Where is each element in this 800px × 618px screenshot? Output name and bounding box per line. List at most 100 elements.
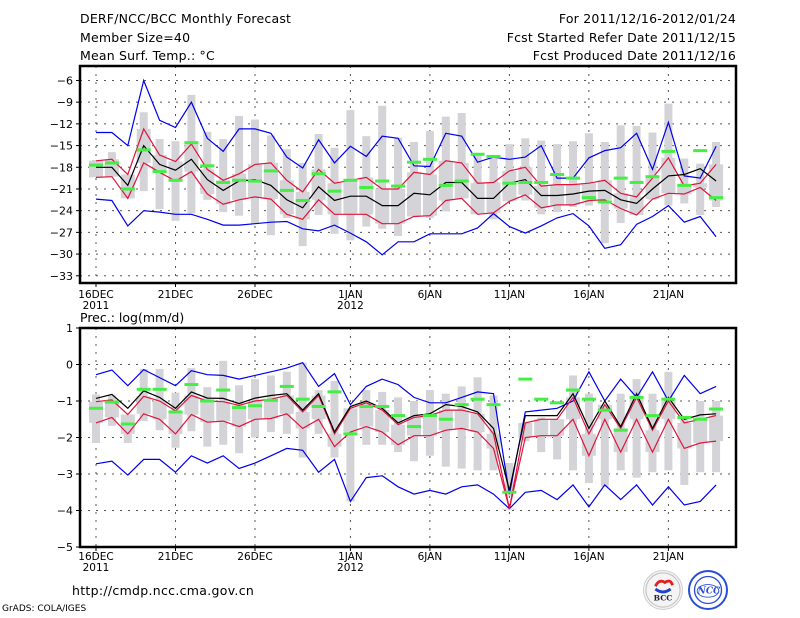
forecast-started-date: Fcst Started Refer Date 2011/12/15 xyxy=(506,30,736,45)
median-marker xyxy=(597,200,612,204)
ensemble-box xyxy=(136,396,151,414)
y-tick-label: −2 xyxy=(57,432,73,445)
median-marker xyxy=(613,428,628,432)
ensemble-box xyxy=(438,160,453,201)
ensemble-range-bar xyxy=(569,375,577,471)
ensemble-range-bar xyxy=(632,126,641,202)
x-tick-label: 21DEC xyxy=(158,289,193,301)
median-marker xyxy=(120,187,135,191)
ensemble-box xyxy=(502,170,517,202)
median-marker xyxy=(248,404,262,408)
y-tick-label: −15 xyxy=(50,140,73,153)
ensemble-range-bar xyxy=(584,133,593,206)
y-tick-label: −9 xyxy=(57,96,73,109)
median-marker xyxy=(311,172,326,176)
median-marker xyxy=(486,403,501,407)
median-marker xyxy=(359,404,374,408)
min-line xyxy=(95,198,717,256)
ncc-logo: NCC xyxy=(688,570,728,610)
median-marker xyxy=(232,406,247,410)
median-marker xyxy=(295,199,310,203)
median-marker xyxy=(216,388,231,392)
y-tick-label: −24 xyxy=(50,205,73,218)
x-tick-year-label: 2011 xyxy=(83,300,110,312)
ensemble-box xyxy=(343,408,358,433)
ensemble-range-bar xyxy=(346,110,355,241)
median-marker xyxy=(597,408,612,412)
ensemble-range-bar xyxy=(155,368,164,431)
median-marker xyxy=(629,180,644,184)
ensemble-box xyxy=(709,164,724,201)
y-tick-label: −5 xyxy=(57,541,73,554)
ensemble-box xyxy=(279,395,294,414)
median-marker xyxy=(550,401,565,405)
ensemble-range-bar xyxy=(616,125,625,223)
median-marker xyxy=(136,148,151,152)
median-marker xyxy=(438,183,453,187)
ensemble-box xyxy=(232,173,247,200)
ensemble-box xyxy=(709,415,724,442)
median-marker xyxy=(184,383,199,387)
ensemble-box xyxy=(279,180,294,215)
ensemble-box xyxy=(263,399,278,419)
ncc-logo-text: NCC xyxy=(697,587,721,597)
median-marker xyxy=(407,425,421,429)
median-marker xyxy=(104,161,119,165)
median-marker xyxy=(375,179,390,183)
median-marker xyxy=(486,154,501,158)
ensemble-box xyxy=(693,183,708,188)
ensemble-range-bar xyxy=(553,421,562,460)
median-marker xyxy=(136,387,151,391)
x-tick-label: 16JAN xyxy=(573,289,604,301)
source-url[interactable]: http://cmdp.ncc.cma.gov.cn xyxy=(72,583,255,598)
median-marker xyxy=(327,390,342,394)
median-marker xyxy=(502,490,517,494)
ensemble-range-bar xyxy=(537,140,546,215)
ensemble-box xyxy=(613,428,628,453)
plot-frame xyxy=(78,326,738,549)
bcc-logo-red-mark xyxy=(654,579,674,587)
ensemble-box xyxy=(184,395,199,415)
median-marker xyxy=(152,387,167,391)
bcc-logo: BCC xyxy=(643,570,683,610)
y-tick-label: −21 xyxy=(50,183,73,196)
ensemble-range-bar xyxy=(664,103,673,206)
x-tick-label: 16DEC xyxy=(78,289,113,301)
ensemble-box xyxy=(534,419,549,436)
median-marker xyxy=(279,188,294,192)
ensemble-box xyxy=(89,160,103,178)
median-marker xyxy=(422,414,437,418)
median-marker xyxy=(391,184,406,188)
median-marker xyxy=(502,181,517,185)
x-tick-year-label: 2012 xyxy=(337,562,364,574)
y-tick-label: −12 xyxy=(50,118,73,131)
median-marker xyxy=(709,407,724,411)
median-marker xyxy=(518,377,533,381)
y-tick-label: −30 xyxy=(50,248,73,261)
median-marker xyxy=(470,152,485,156)
median-marker xyxy=(454,403,469,407)
ensemble-box xyxy=(104,399,119,418)
ensemble-box xyxy=(232,405,247,427)
ensemble-box xyxy=(597,404,612,420)
median-marker xyxy=(184,141,199,145)
ensemble-range-bar xyxy=(664,371,673,471)
y-tick-label: 1 xyxy=(66,322,73,335)
median-marker xyxy=(438,417,453,421)
ensemble-box xyxy=(677,422,692,449)
x-tick-label: 6JAN xyxy=(418,289,443,301)
x-tick-label: 11JAN xyxy=(494,289,525,301)
median-marker xyxy=(200,164,215,168)
ensemble-box xyxy=(629,196,644,216)
x-tick-label: 1JAN xyxy=(338,289,363,301)
median-marker xyxy=(263,169,278,173)
ensemble-box xyxy=(391,188,406,224)
x-tick-label: 21JAN xyxy=(653,289,684,301)
y-tick-label: −4 xyxy=(57,505,73,518)
grads-credit: GrADS: COLA/IGES xyxy=(2,604,87,614)
ensemble-box xyxy=(407,172,421,217)
chart-title: DERF/NCC/BCC Monthly Forecast xyxy=(80,11,292,26)
